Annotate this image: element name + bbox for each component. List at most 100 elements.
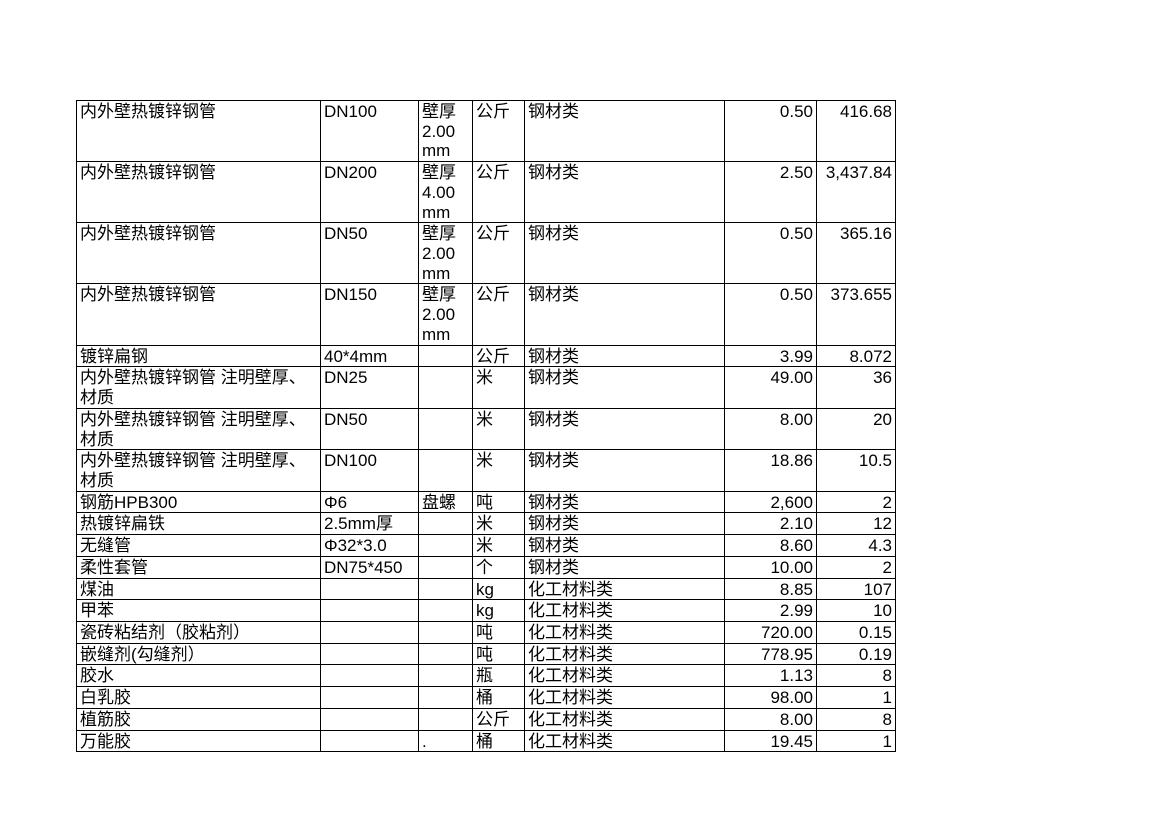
cell-price: 18.86 xyxy=(724,449,817,492)
cell-spec xyxy=(320,686,419,709)
cell-note: 壁厚2.00mm xyxy=(418,283,473,346)
cell-spec xyxy=(320,664,419,688)
cell-price: 19.45 xyxy=(724,729,817,753)
cell-unit: 米 xyxy=(472,534,525,557)
cell-note xyxy=(418,577,473,601)
cell-category: 化工材料类 xyxy=(524,577,725,601)
cell-unit: 个 xyxy=(472,555,525,579)
cell-spec: DN150 xyxy=(320,283,419,346)
cell-price: 8.85 xyxy=(724,577,817,601)
cell-category: 钢材类 xyxy=(524,449,725,492)
cell-category: 化工材料类 xyxy=(524,664,725,688)
cell-name: 内外壁热镀锌钢管 xyxy=(76,283,321,346)
cell-unit: 米 xyxy=(472,512,525,536)
cell-quantity: 20 xyxy=(816,407,896,451)
table-row: 植筋胶 公斤 化工材料类 8.00 8 xyxy=(76,707,896,731)
table-row: 煤油 kg 化工材料类 8.85 107 xyxy=(76,577,896,601)
cell-category: 化工材料类 xyxy=(524,642,725,666)
cell-note xyxy=(418,512,473,536)
cell-note xyxy=(418,449,473,492)
cell-name: 煤油 xyxy=(76,577,321,601)
cell-quantity: 1 xyxy=(816,686,896,709)
table-row: 柔性套管 DN75*450 个钢材类 10.00 2 xyxy=(76,555,896,579)
cell-price: 778.95 xyxy=(724,642,817,666)
cell-spec: DN50 xyxy=(320,222,419,285)
table-row: 镀锌扁钢 40*4mm 公斤 钢材类 3.99 8.072 xyxy=(76,344,896,368)
cell-quantity: 107 xyxy=(816,577,896,601)
cell-note xyxy=(418,664,473,688)
cell-quantity: 8.072 xyxy=(816,344,896,368)
cell-note: 壁厚4.00mm xyxy=(418,161,473,224)
table-row: 甲苯 kg 化工材料类 2.99 10 xyxy=(76,599,896,622)
cell-quantity: 36 xyxy=(816,366,896,409)
cell-unit: 公斤 xyxy=(472,222,525,285)
cell-unit: 米 xyxy=(472,407,525,451)
cell-price: 0.50 xyxy=(724,283,817,346)
cell-note xyxy=(418,707,473,731)
cell-name: 瓷砖粘结剂（胶粘剂） xyxy=(76,620,321,644)
cell-unit: 吨 xyxy=(472,490,525,514)
cell-category: 化工材料类 xyxy=(524,599,725,622)
table-row: 嵌缝剂(勾缝剂） 吨化工材料类 778.95 0.19 xyxy=(76,642,896,666)
cell-unit: kg xyxy=(472,577,525,601)
cell-name: 内外壁热镀锌钢管 注明壁厚、材质 xyxy=(76,449,321,492)
cell-spec: 2.5mm厚 xyxy=(320,512,419,536)
cell-spec: DN100 xyxy=(320,449,419,492)
cell-name: 万能胶 xyxy=(76,729,321,753)
cell-spec xyxy=(320,642,419,666)
cell-spec xyxy=(320,620,419,644)
cell-note: 盘螺 xyxy=(418,490,473,514)
cell-name: 内外壁热镀锌钢管 xyxy=(76,99,321,163)
cell-category: 钢材类 xyxy=(524,283,725,346)
cell-name: 内外壁热镀锌钢管 注明壁厚、材质 xyxy=(76,407,321,451)
cell-name: 胶水 xyxy=(76,664,321,688)
cell-unit: 桶 xyxy=(472,686,525,709)
cell-price: 2.10 xyxy=(724,512,817,536)
cell-quantity: 1 xyxy=(816,729,896,753)
cell-name: 白乳胶 xyxy=(76,686,321,709)
cell-spec: DN100 xyxy=(320,99,419,163)
cell-spec: Φ6 xyxy=(320,490,419,514)
table-row: 内外壁热镀锌钢管 DN100 壁厚2.00mm 公斤 钢材类 0.50 416.68 xyxy=(76,99,896,163)
cell-category: 钢材类 xyxy=(524,534,725,557)
cell-quantity: 3,437.84 xyxy=(816,161,896,224)
cell-quantity: 10 xyxy=(816,599,896,622)
materials-table: 内外壁热镀锌钢管 DN100 壁厚2.00mm 公斤 钢材类 0.50 416.68 内外壁热… xyxy=(76,99,896,753)
table-row: 内外壁热镀锌钢管 DN200 壁厚4.00mm 公斤 钢材类 2.50 3,437.84 xyxy=(76,161,896,224)
cell-name: 钢筋HPB300 xyxy=(76,490,321,514)
cell-name: 内外壁热镀锌钢管 注明壁厚、材质 xyxy=(76,366,321,409)
cell-spec xyxy=(320,577,419,601)
cell-note xyxy=(418,686,473,709)
cell-quantity: 0.19 xyxy=(816,642,896,666)
cell-category: 钢材类 xyxy=(524,555,725,579)
cell-price: 10.00 xyxy=(724,555,817,579)
cell-quantity: 416.68 xyxy=(816,99,896,163)
cell-name: 柔性套管 xyxy=(76,555,321,579)
table-row: 内外壁热镀锌钢管 DN50 壁厚2.00mm 公斤 钢材类 0.50 365.16 xyxy=(76,222,896,285)
cell-category: 钢材类 xyxy=(524,512,725,536)
cell-unit: 公斤 xyxy=(472,707,525,731)
cell-quantity: 365.16 xyxy=(816,222,896,285)
cell-name: 甲苯 xyxy=(76,599,321,622)
cell-note xyxy=(418,642,473,666)
cell-name: 内外壁热镀锌钢管 xyxy=(76,161,321,224)
cell-name: 热镀锌扁铁 xyxy=(76,512,321,536)
cell-category: 化工材料类 xyxy=(524,707,725,731)
cell-price: 0.50 xyxy=(724,222,817,285)
cell-note: 壁厚2.00mm xyxy=(418,99,473,163)
cell-quantity: 0.15 xyxy=(816,620,896,644)
cell-spec xyxy=(320,599,419,622)
cell-unit: kg xyxy=(472,599,525,622)
cell-unit: 公斤 xyxy=(472,344,525,368)
cell-spec: 40*4mm xyxy=(320,344,419,368)
cell-category: 钢材类 xyxy=(524,490,725,514)
cell-price: 8.00 xyxy=(724,407,817,451)
cell-note xyxy=(418,555,473,579)
cell-quantity: 10.5 xyxy=(816,449,896,492)
cell-price: 98.00 xyxy=(724,686,817,709)
cell-unit: 米 xyxy=(472,449,525,492)
table-row: 内外壁热镀锌钢管 注明壁厚、材质 DN100 米钢材类 18.86 10.5 xyxy=(76,449,896,492)
cell-unit: 公斤 xyxy=(472,283,525,346)
cell-note xyxy=(418,407,473,451)
cell-note xyxy=(418,366,473,409)
